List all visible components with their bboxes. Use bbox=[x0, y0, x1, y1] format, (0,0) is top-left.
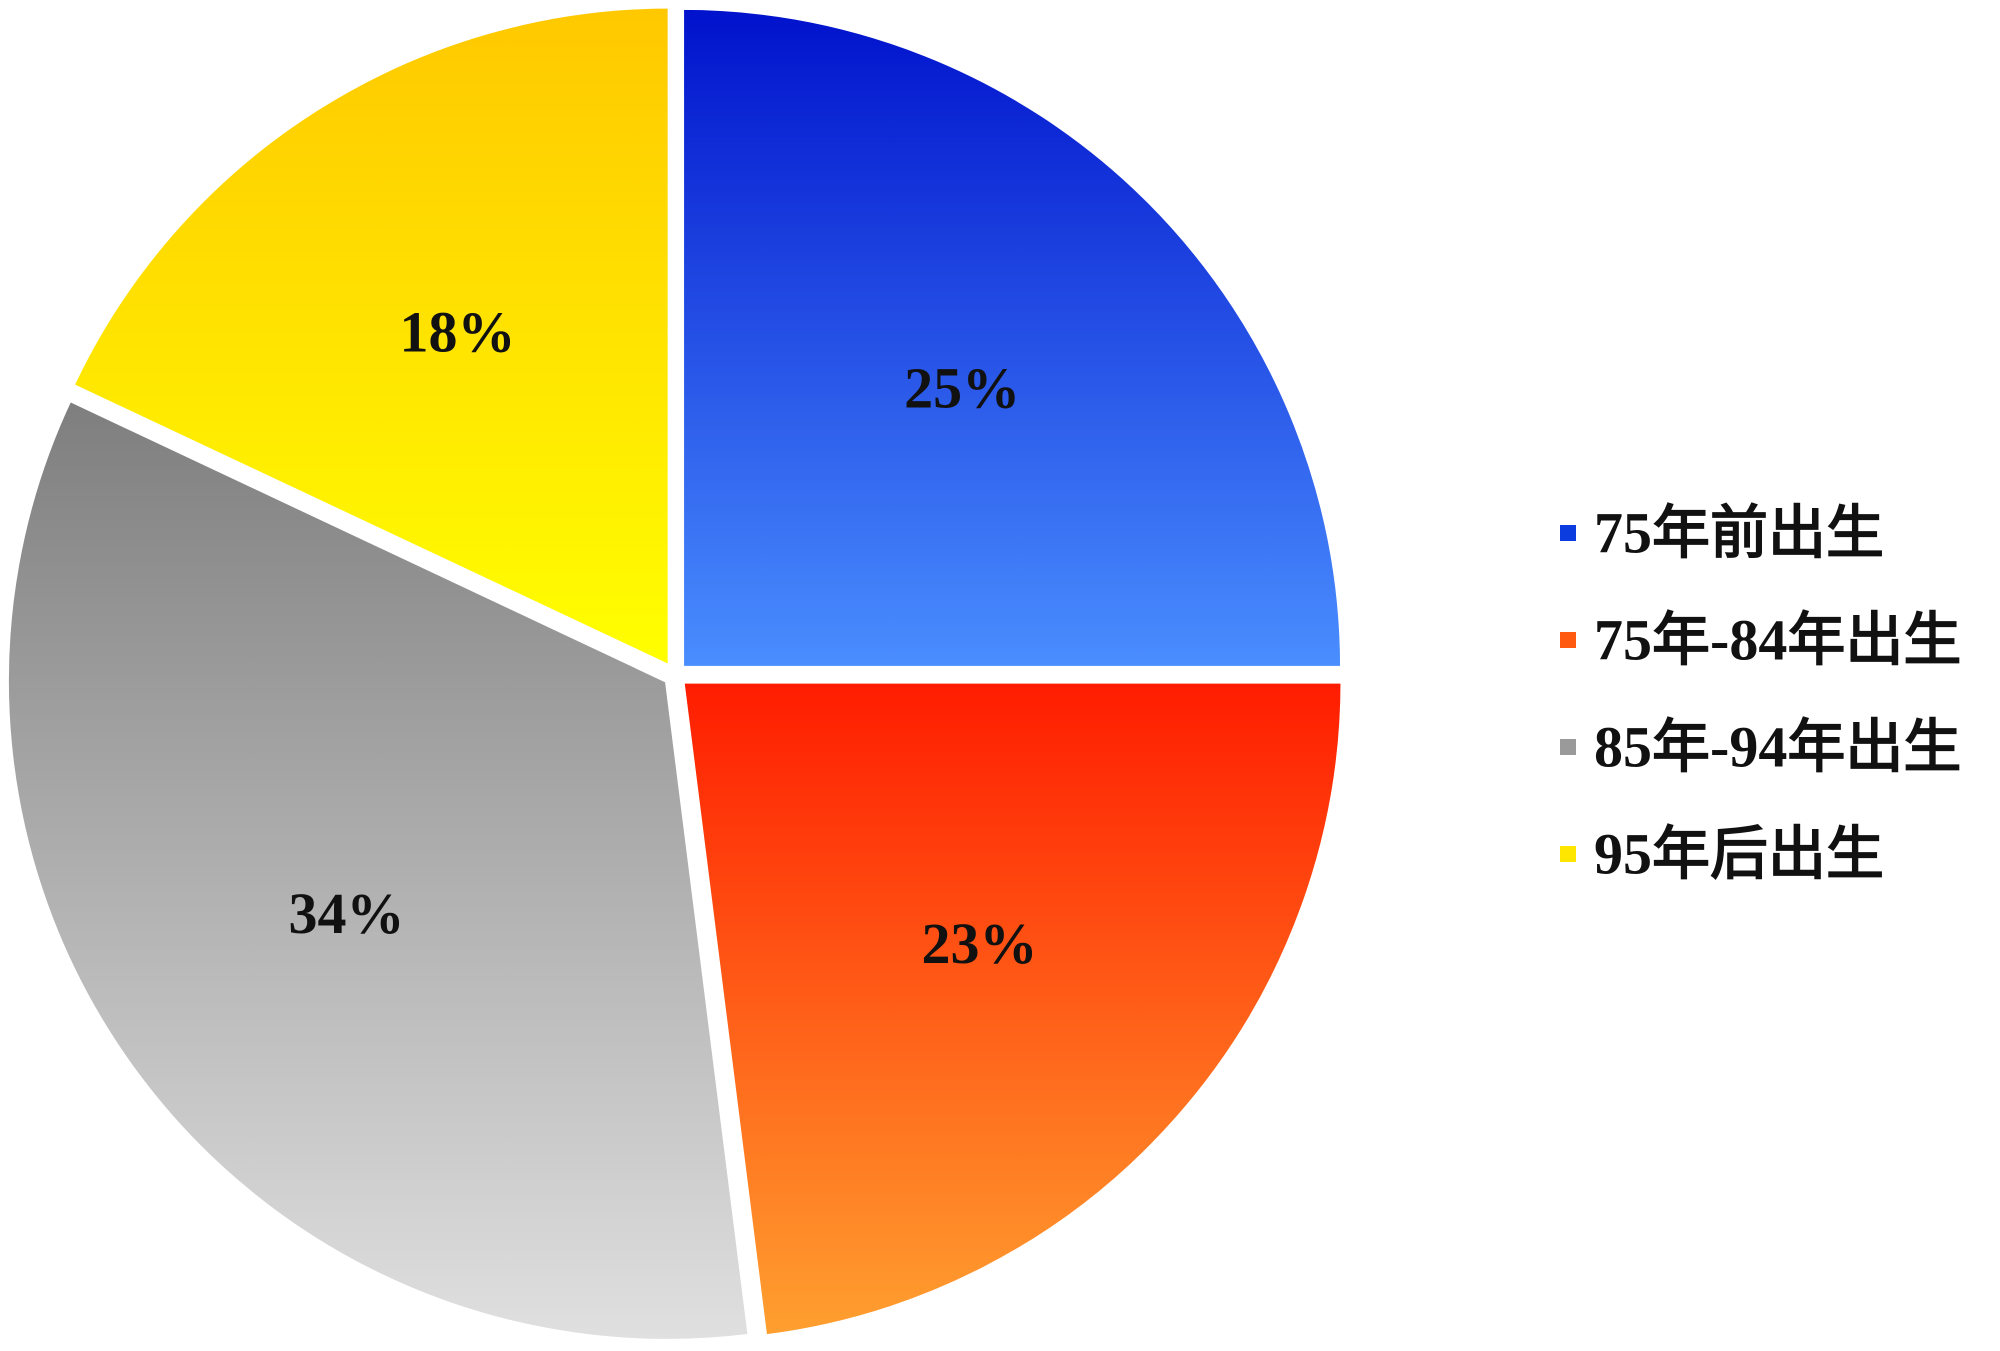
legend-label-1: 75年前出生 bbox=[1594, 501, 1884, 566]
pie-slice-3 bbox=[4, 397, 752, 1343]
data-label-3: 34% bbox=[289, 881, 405, 946]
legend-label-3: 85年-94年出生 bbox=[1594, 715, 1961, 780]
data-label-4: 18% bbox=[399, 300, 515, 365]
legend: 75年前出生 75年-84年出生 85年-94年出生 95年后出生 bbox=[1560, 501, 1961, 887]
legend-swatch-1 bbox=[1560, 525, 1576, 541]
pie-slices bbox=[4, 4, 1345, 1343]
legend-swatch-2 bbox=[1560, 632, 1576, 648]
legend-swatch-4 bbox=[1560, 846, 1576, 862]
legend-label-2: 75年-84年出生 bbox=[1594, 608, 1961, 673]
data-label-1: 25% bbox=[904, 355, 1020, 420]
data-label-2: 23% bbox=[922, 911, 1038, 976]
legend-swatch-3 bbox=[1560, 739, 1576, 755]
pie-slice-1 bbox=[680, 5, 1345, 670]
pie-data-labels: 25% 23% 34% 18% bbox=[289, 300, 1038, 976]
pie-slice-2 bbox=[680, 679, 1345, 1339]
legend-label-4: 95年后出生 bbox=[1594, 822, 1884, 887]
pie-slice-4 bbox=[69, 4, 672, 670]
